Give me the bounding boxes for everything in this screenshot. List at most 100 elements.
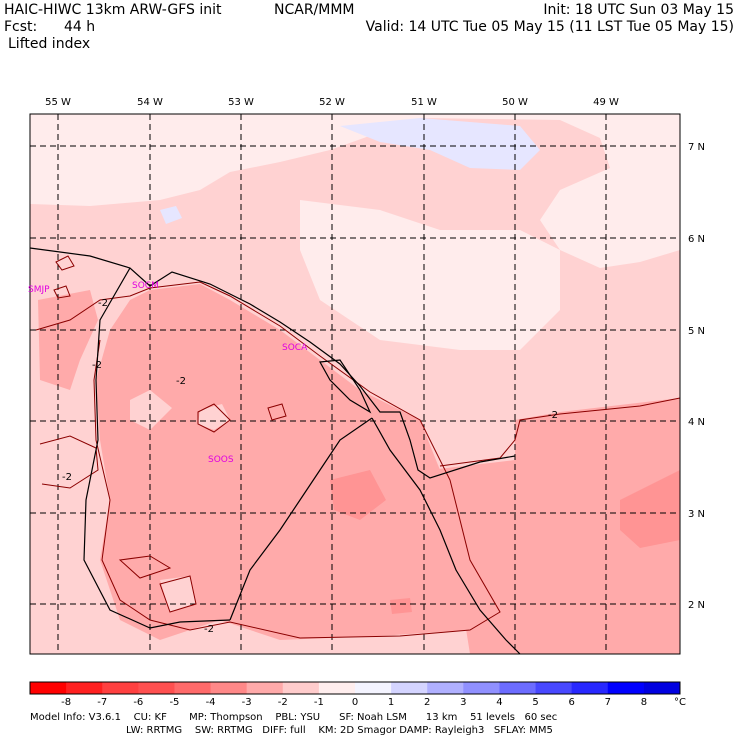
colorbar-cell (30, 682, 67, 694)
lon-label: 51 W (411, 97, 437, 108)
field-lightest (30, 114, 680, 268)
colorbar-tick-label: 5 (532, 697, 538, 708)
colorbar-tick-label: 8 (641, 697, 647, 708)
colorbar-cell (463, 682, 500, 694)
field-hole-4 (40, 440, 100, 490)
colorbar-tick-label: 1 (388, 697, 394, 708)
contour-main (35, 281, 501, 639)
colorbar-tick-label: 7 (605, 697, 611, 708)
contour-labels: -2 -2 -2 -2 -2 -2 (62, 298, 558, 635)
field-medium-nw (38, 290, 98, 390)
lon-label: 50 W (502, 97, 528, 108)
coastline (29, 247, 516, 479)
colorbar-cell (174, 682, 212, 694)
field-deep-2 (330, 470, 386, 520)
model-title: HAIC-HIWC 13km ARW-GFS init (4, 2, 222, 18)
colorbar-cell (66, 682, 103, 694)
colorbar-tick-label: -7 (97, 697, 107, 708)
colorbar-tick-label: 3 (460, 697, 466, 708)
colorbar-tick-label: 2 (424, 697, 430, 708)
colorbar-cell (102, 682, 139, 694)
colorbar-tick-label: -3 (242, 697, 252, 708)
colorbar-cell (318, 682, 356, 694)
init-time: Init: 18 UTC Sun 03 May 15 (543, 2, 734, 18)
colorbar-cell (210, 682, 248, 694)
field-medium-coast (430, 460, 515, 654)
border-suriname-guyana (83, 267, 231, 629)
colorbar-cell (282, 682, 320, 694)
colorbar-tick-label: -1 (314, 697, 324, 708)
contour-label: -2 (176, 376, 186, 387)
station-label: SOCM (132, 281, 159, 291)
colorbar-cell (427, 682, 464, 694)
field-name: Lifted index (8, 36, 91, 52)
colorbar-cell (499, 682, 537, 694)
island-coast (319, 359, 372, 414)
contour-label: -2 (204, 624, 214, 635)
station-label: SMJP (28, 285, 50, 295)
lon-label: 55 W (45, 97, 71, 108)
colorbar-cell (643, 682, 681, 694)
colorbar-tick-label: 4 (496, 697, 502, 708)
model-info-line2: LW: RRTMG SW: RRTMG DIFF: full KM: 2D Sm… (126, 725, 553, 736)
contour-nw-1 (55, 255, 75, 271)
borders (29, 247, 521, 655)
forecast-label: Fcst: (4, 19, 38, 35)
colorbar-tick-label: -2 (278, 697, 288, 708)
station-label: SOCA (282, 343, 308, 353)
contour-east (439, 397, 681, 467)
lat-label: 2 N (688, 600, 705, 611)
colorbar-cell (607, 682, 645, 694)
stations: SMJP SOCM SOCA SOOS (28, 281, 308, 465)
colorbar-ticks: -8 -7 -6 -5 -4 -3 -2 -1 0 1 2 3 4 5 6 7 8 (61, 697, 647, 708)
contour-label: -2 (92, 360, 102, 371)
contour-hole-2 (267, 403, 287, 421)
map-frame (29, 113, 681, 655)
colorbar-cell (138, 682, 175, 694)
field-blue-2 (160, 206, 182, 224)
lon-label: 49 W (593, 97, 619, 108)
station-label: SOOS (208, 455, 234, 465)
colorbar-tick-label: -5 (169, 697, 179, 708)
field-medium-west (96, 284, 500, 640)
model-info-line1: Model Info: V3.6.1 CU: KF MP: Thompson P… (30, 712, 558, 723)
contour-nw-2 (53, 285, 71, 299)
field-deep-1 (620, 470, 680, 548)
field-hole-1 (198, 404, 230, 430)
contour-label: -2 (98, 298, 108, 309)
colorbar-frame (29, 681, 681, 695)
field-hole-3 (160, 576, 196, 612)
valid-time: Valid: 14 UTC Tue 05 May 15 (11 LST Tue … (365, 19, 734, 35)
contour-s (118, 555, 172, 579)
border-brazil-fg (371, 417, 521, 655)
contour-label: -2 (548, 410, 558, 421)
colorbar-cell (355, 682, 392, 694)
contour-label: -2 (62, 472, 72, 483)
contours (35, 255, 681, 639)
lat-label: 3 N (688, 509, 705, 520)
colorbar-tick-label: 0 (352, 697, 358, 708)
lon-label: 54 W (137, 97, 163, 108)
colorbar-tick-label: -8 (61, 697, 71, 708)
colorbar-tick-label: 6 (568, 697, 574, 708)
institution: NCAR/MMM (274, 2, 355, 18)
colorbar (30, 682, 681, 694)
lon-label: 53 W (228, 97, 254, 108)
contour-hole-1 (197, 403, 231, 433)
lon-label: 52 W (319, 97, 345, 108)
field-blue (340, 118, 540, 170)
colorbar-cell (571, 682, 609, 694)
colorbar-tick-label: -4 (206, 697, 216, 708)
field-medium-east (515, 398, 680, 654)
lat-label: 4 N (688, 417, 705, 428)
lat-labels: 7 N 6 N 5 N 4 N 3 N 2 N (688, 142, 705, 611)
graticule (30, 114, 680, 654)
lat-label: 6 N (688, 234, 705, 245)
contour-west (39, 435, 99, 489)
field-hole-2 (130, 390, 172, 430)
colorbar-unit: °C (674, 697, 686, 708)
lat-label: 7 N (688, 142, 705, 153)
colorbar-tick-label: -6 (133, 697, 143, 708)
colorbar-cell (246, 682, 284, 694)
